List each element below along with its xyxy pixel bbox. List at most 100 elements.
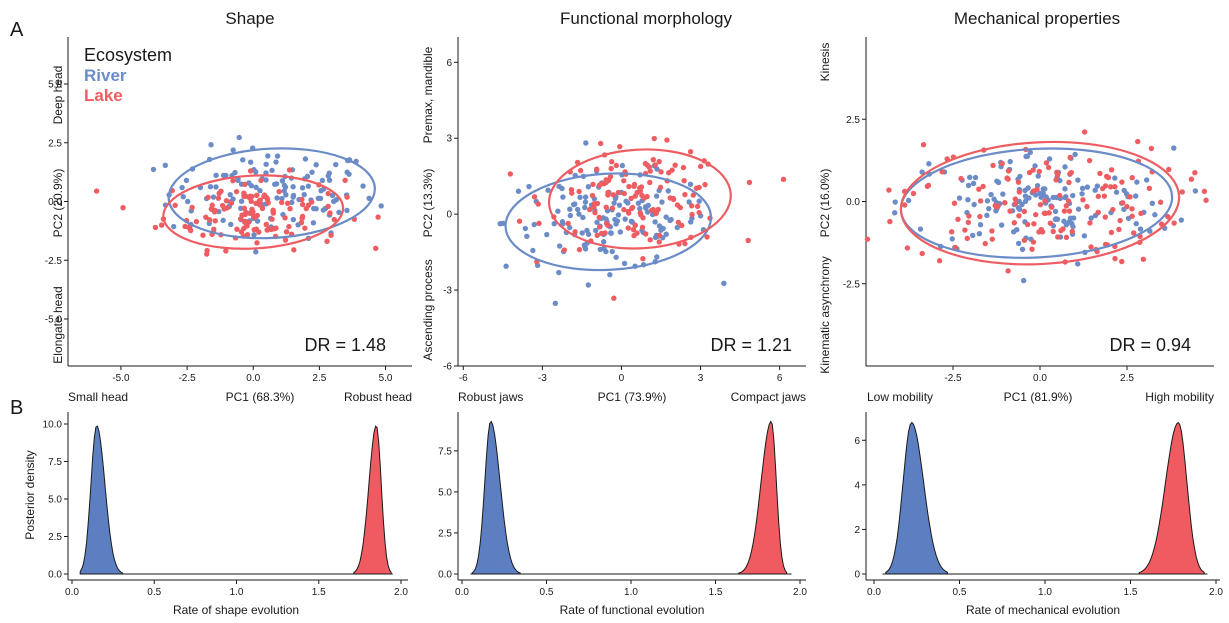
data-point-river xyxy=(977,222,984,228)
data-point-lake xyxy=(1039,229,1046,235)
data-point-lake xyxy=(1060,226,1066,232)
data-point-river xyxy=(972,174,979,181)
data-point-river xyxy=(668,216,674,223)
data-point-lake xyxy=(254,212,261,219)
y-tick-label-mechanical-rate: 0 xyxy=(854,570,860,581)
data-point-river xyxy=(247,159,254,165)
data-point-lake xyxy=(1004,175,1010,181)
y-tick-label-shape-rate: 7.5 xyxy=(48,457,62,468)
data-point-lake xyxy=(902,202,908,208)
data-point-lake xyxy=(1146,185,1153,191)
data-point-river xyxy=(272,181,278,187)
data-point-river xyxy=(579,230,585,236)
mechanical-density-panel: Rate of mechanical evolution 0.0 0.5 1.0 1.… xyxy=(854,412,1223,617)
data-point-lake xyxy=(1192,169,1198,176)
data-point-river xyxy=(615,212,622,218)
data-point-river xyxy=(582,246,589,252)
data-point-river xyxy=(299,185,306,191)
data-point-river xyxy=(1046,156,1053,162)
y-tick-label-functional: 3 xyxy=(446,134,452,145)
data-point-river xyxy=(663,214,669,220)
panel-label-a: A xyxy=(10,19,24,41)
data-point-lake xyxy=(576,246,583,253)
legend-item-lake: Lake xyxy=(84,86,123,105)
data-point-lake xyxy=(282,215,288,221)
data-point-river xyxy=(582,199,589,205)
data-point-lake xyxy=(1138,210,1144,217)
confidence-ellipse-lake xyxy=(162,174,345,250)
data-point-river xyxy=(180,194,186,200)
data-point-river xyxy=(585,231,592,238)
data-point-river xyxy=(574,206,581,213)
data-point-river xyxy=(995,179,1001,185)
data-point-lake xyxy=(1129,174,1135,181)
x-tick-label-functional-rate: 1.0 xyxy=(624,587,638,598)
data-point-river xyxy=(1022,198,1029,205)
data-point-river xyxy=(150,166,157,173)
data-point-lake xyxy=(531,194,538,200)
data-point-lake xyxy=(977,213,983,220)
data-point-river xyxy=(1023,153,1029,160)
data-point-river xyxy=(1052,208,1059,215)
x-tick-label-functional: -3 xyxy=(538,373,547,384)
x-axis-label-shape: PC1 (68.3%) xyxy=(226,390,295,404)
data-point-river xyxy=(600,239,607,245)
x-axis-label-functional-rate: Rate of functional evolution xyxy=(560,603,705,617)
data-point-lake xyxy=(291,247,297,253)
data-point-river xyxy=(607,272,613,278)
data-point-lake xyxy=(243,209,249,216)
density-area-lake xyxy=(1138,421,1205,575)
data-point-lake xyxy=(694,203,701,210)
data-point-lake xyxy=(626,183,632,190)
data-point-river xyxy=(1019,246,1026,252)
data-point-lake xyxy=(610,192,616,198)
data-point-river xyxy=(1062,186,1068,192)
data-point-lake xyxy=(1067,154,1073,161)
data-point-river xyxy=(320,207,327,213)
data-point-lake xyxy=(605,222,611,229)
data-point-river xyxy=(317,195,324,202)
data-point-lake xyxy=(697,163,704,170)
data-point-river xyxy=(515,188,522,194)
data-point-lake xyxy=(223,198,230,204)
data-point-lake xyxy=(586,206,593,213)
data-point-lake xyxy=(1054,169,1060,176)
data-point-lake xyxy=(1068,169,1075,176)
data-point-lake xyxy=(607,174,614,180)
data-point-river xyxy=(283,192,289,198)
data-point-lake xyxy=(631,232,637,239)
data-point-river xyxy=(644,209,651,215)
data-point-lake xyxy=(1084,203,1090,210)
data-point-lake xyxy=(283,229,290,235)
data-point-lake xyxy=(221,206,227,212)
data-point-river xyxy=(611,200,617,206)
y-tick-label-shape: -2.5 xyxy=(45,256,63,267)
data-point-river xyxy=(635,200,642,206)
data-point-lake xyxy=(1119,179,1125,185)
data-point-river xyxy=(1007,158,1013,165)
data-point-river xyxy=(1178,217,1185,223)
data-point-lake xyxy=(205,194,211,201)
data-point-lake xyxy=(655,206,661,213)
data-point-river xyxy=(251,232,257,238)
data-point-lake xyxy=(625,225,631,231)
data-point-lake xyxy=(211,226,217,232)
y-tick-label-mechanical: -2.5 xyxy=(843,279,861,290)
data-point-lake xyxy=(241,225,247,232)
data-point-river xyxy=(162,162,168,169)
functional-density-panel: Rate of functional evolution 0.0 0.5 1.0 1.… xyxy=(438,412,807,617)
data-point-river xyxy=(986,205,992,212)
data-point-river xyxy=(1094,183,1101,189)
data-point-lake xyxy=(344,194,350,200)
data-point-lake xyxy=(999,160,1005,167)
x-tick-label-mechanical-rate: 1.0 xyxy=(1038,587,1052,598)
data-point-lake xyxy=(1026,169,1033,176)
data-point-lake xyxy=(1037,201,1044,208)
data-point-lake xyxy=(536,220,542,227)
x-tick-label-shape: 5.0 xyxy=(379,373,393,384)
y-tick-label-mechanical-rate: 6 xyxy=(854,436,860,447)
data-point-river xyxy=(1072,151,1078,158)
data-point-lake xyxy=(630,226,637,233)
data-point-river xyxy=(230,147,236,153)
